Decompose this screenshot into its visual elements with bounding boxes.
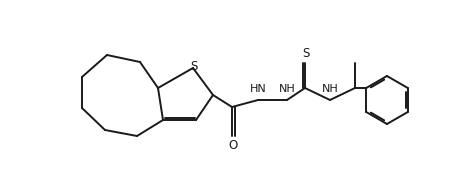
Text: NH: NH xyxy=(322,84,338,94)
Text: HN: HN xyxy=(250,84,266,94)
Text: O: O xyxy=(228,139,238,152)
Text: S: S xyxy=(190,60,198,73)
Text: NH: NH xyxy=(279,84,295,94)
Text: S: S xyxy=(302,47,310,60)
